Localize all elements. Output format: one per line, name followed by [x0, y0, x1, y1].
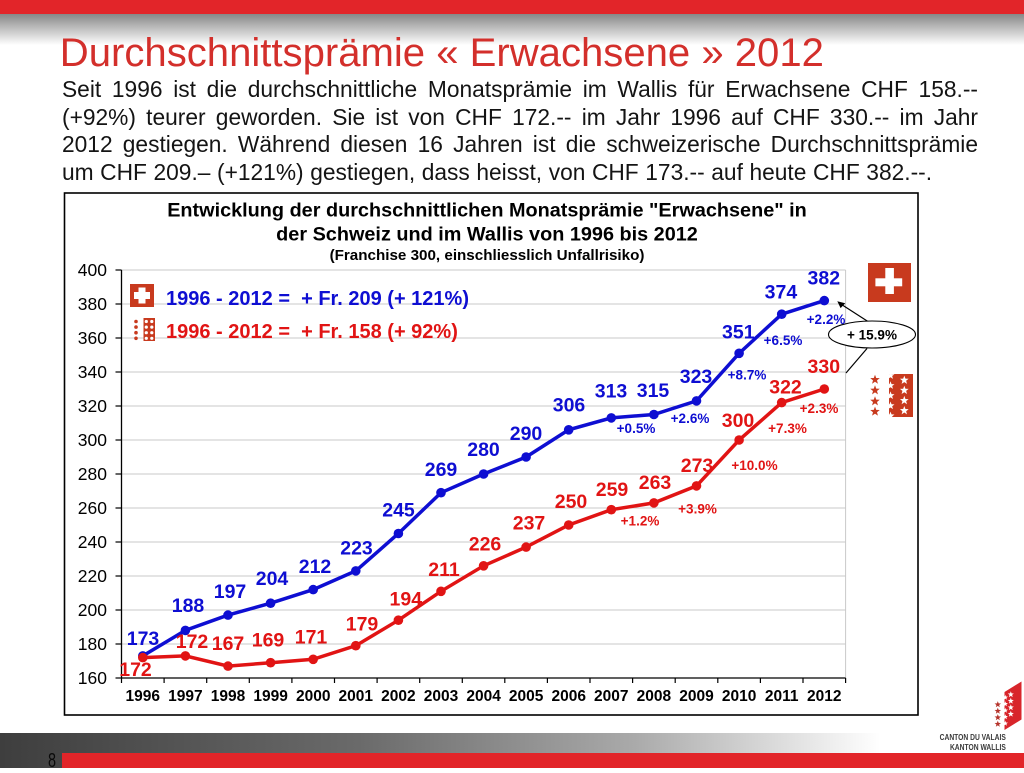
svg-text:2008: 2008	[637, 688, 672, 705]
svg-text:der Schweiz und im Wallis von: der Schweiz und im Wallis von 1996 bis 2…	[276, 224, 698, 246]
svg-text:260: 260	[78, 498, 107, 518]
svg-text:1996 - 2012 = + Fr. 158 (+ 92: 1996 - 2012 = + Fr. 158 (+ 92%)	[166, 321, 458, 343]
svg-text:204: 204	[256, 568, 289, 590]
svg-text:280: 280	[467, 439, 500, 461]
svg-text:212: 212	[299, 556, 332, 578]
svg-text:1998: 1998	[211, 688, 246, 705]
svg-text:1997: 1997	[168, 688, 202, 705]
svg-text:330: 330	[808, 356, 841, 378]
svg-text:2000: 2000	[296, 688, 330, 705]
svg-text:374: 374	[765, 282, 798, 304]
svg-text:179: 179	[346, 614, 379, 636]
svg-text:Entwicklung der durchschnittli: Entwicklung der durchschnittlichen Monat…	[167, 200, 807, 222]
svg-text:+6.5%: +6.5%	[764, 333, 803, 348]
svg-text:259: 259	[596, 479, 629, 501]
svg-text:313: 313	[595, 381, 628, 403]
svg-text:+2.6%: +2.6%	[671, 411, 710, 426]
svg-text:194: 194	[390, 588, 423, 610]
svg-text:351: 351	[722, 322, 755, 344]
svg-text:240: 240	[78, 532, 107, 552]
svg-text:167: 167	[212, 633, 245, 655]
svg-text:2002: 2002	[381, 688, 415, 705]
svg-text:200: 200	[78, 600, 107, 620]
svg-text:2011: 2011	[765, 688, 799, 705]
svg-text:220: 220	[78, 566, 107, 586]
svg-text:237: 237	[513, 512, 546, 534]
svg-text:169: 169	[252, 630, 285, 652]
svg-text:273: 273	[681, 455, 714, 477]
svg-text:340: 340	[78, 362, 107, 382]
svg-text:306: 306	[553, 395, 586, 417]
svg-text:280: 280	[78, 464, 107, 484]
svg-text:263: 263	[639, 472, 672, 494]
svg-text:245: 245	[382, 499, 415, 521]
svg-text:211: 211	[428, 559, 460, 581]
svg-text:1996 - 2012 = + Fr. 209 (+ 12: 1996 - 2012 = + Fr. 209 (+ 121%)	[166, 288, 469, 310]
svg-text:250: 250	[555, 491, 588, 513]
svg-text:223: 223	[340, 537, 373, 559]
svg-text:+2.2%: +2.2%	[807, 312, 846, 327]
svg-text:1996: 1996	[126, 688, 161, 705]
svg-text:322: 322	[769, 376, 802, 398]
svg-text:320: 320	[78, 396, 107, 416]
svg-text:2009: 2009	[679, 688, 714, 705]
svg-text:180: 180	[78, 634, 107, 654]
svg-text:323: 323	[680, 366, 713, 388]
svg-text:172: 172	[176, 631, 209, 653]
svg-text:172: 172	[119, 659, 152, 681]
svg-text:400: 400	[78, 260, 107, 280]
svg-text:2012: 2012	[807, 688, 841, 705]
svg-text:(Franchise 300, einschliesslic: (Franchise 300, einschliesslich Unfallri…	[330, 247, 645, 264]
svg-text:269: 269	[425, 459, 458, 481]
svg-text:290: 290	[510, 423, 543, 445]
svg-text:2004: 2004	[466, 688, 501, 705]
svg-text:382: 382	[808, 268, 841, 290]
svg-text:2007: 2007	[594, 688, 628, 705]
svg-text:315: 315	[637, 380, 670, 402]
svg-text:171: 171	[295, 627, 328, 649]
svg-text:226: 226	[469, 534, 502, 556]
svg-text:+0.5%: +0.5%	[617, 421, 656, 436]
svg-text:197: 197	[214, 581, 247, 603]
svg-text:+10.0%: +10.0%	[731, 458, 777, 473]
svg-text:360: 360	[78, 328, 107, 348]
svg-text:188: 188	[172, 595, 205, 617]
svg-text:173: 173	[127, 628, 160, 650]
svg-text:+2.3%: +2.3%	[800, 401, 839, 416]
svg-text:160: 160	[78, 668, 107, 688]
svg-text:2005: 2005	[509, 688, 544, 705]
svg-text:2003: 2003	[424, 688, 459, 705]
svg-text:1999: 1999	[253, 688, 288, 705]
svg-text:380: 380	[78, 294, 107, 314]
svg-text:+3.9%: +3.9%	[678, 502, 717, 517]
svg-text:2006: 2006	[551, 688, 586, 705]
svg-text:300: 300	[722, 410, 755, 432]
svg-text:+7.3%: +7.3%	[768, 421, 807, 436]
svg-text:+1.2%: +1.2%	[621, 514, 660, 529]
svg-text:+8.7%: +8.7%	[728, 368, 767, 383]
svg-text:2010: 2010	[722, 688, 756, 705]
svg-text:300: 300	[78, 430, 107, 450]
svg-text:+ 15.9%: + 15.9%	[847, 328, 897, 343]
svg-text:2001: 2001	[339, 688, 374, 705]
